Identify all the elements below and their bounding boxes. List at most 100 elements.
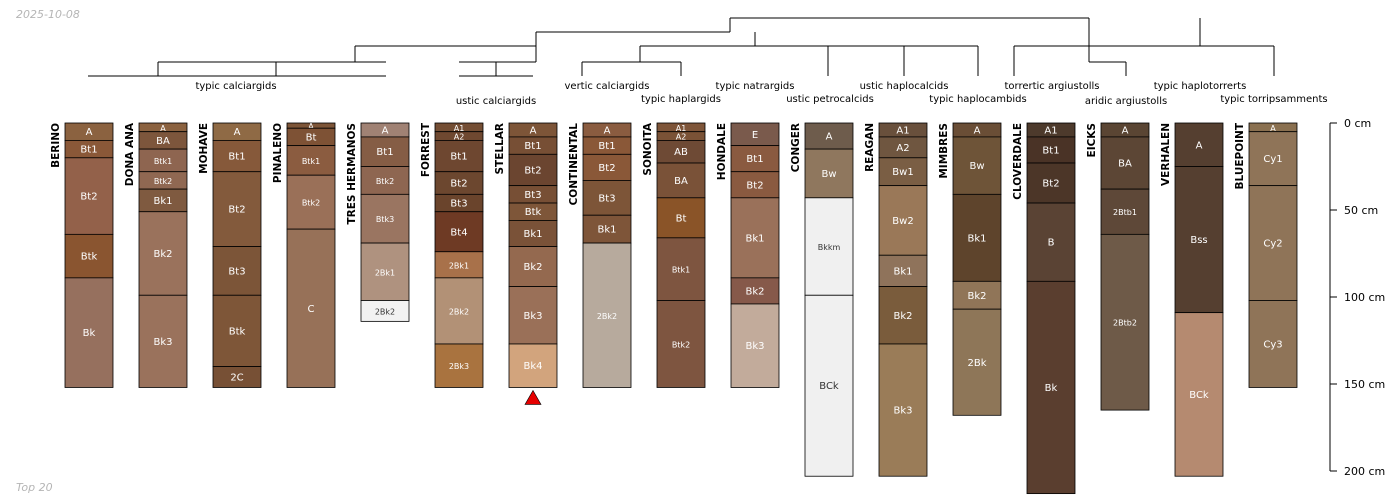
profile-name: BERINO bbox=[50, 123, 62, 168]
horizon-label: BA bbox=[674, 176, 688, 187]
profile-name: FORREST bbox=[420, 122, 432, 177]
horizon-label: Btk bbox=[229, 326, 246, 337]
taxon-label: typic calciargids bbox=[195, 81, 276, 92]
horizon-block bbox=[878, 286, 928, 345]
horizon-block bbox=[804, 122, 854, 150]
horizon-label: Bt3 bbox=[598, 193, 615, 204]
horizon-label: Btk bbox=[525, 207, 542, 218]
horizon-label: BA bbox=[1118, 159, 1132, 170]
horizon-block bbox=[212, 294, 262, 368]
taxon-label: vertic calciargids bbox=[565, 81, 650, 92]
horizon-label: A bbox=[160, 124, 166, 133]
horizon-label: BCk bbox=[819, 381, 839, 392]
horizon-block bbox=[434, 277, 484, 345]
horizon-label: Bk1 bbox=[745, 233, 764, 244]
horizon-block bbox=[730, 171, 780, 199]
horizon-label: Bk bbox=[1045, 383, 1058, 394]
horizon-label: Btk2 bbox=[302, 199, 320, 208]
profile-name: REAGAN bbox=[864, 123, 876, 172]
horizon-label: Cy3 bbox=[1263, 339, 1282, 350]
horizon-block bbox=[878, 343, 928, 477]
horizon-block bbox=[286, 145, 336, 176]
horizon-block bbox=[656, 162, 706, 199]
taxon-label: typic haplargids bbox=[641, 94, 721, 105]
profile-name: MIMBRES bbox=[938, 123, 950, 179]
horizon-block bbox=[286, 228, 336, 388]
horizon-block bbox=[582, 242, 632, 388]
depth-axis-label: 150 cm bbox=[1344, 378, 1385, 391]
horizon-label: Bk bbox=[83, 328, 96, 339]
taxon-label: typic haplocambids bbox=[929, 94, 1026, 105]
horizon-block bbox=[1026, 136, 1076, 164]
horizon-label: Bt bbox=[306, 132, 317, 143]
horizon-label: Bk2 bbox=[967, 291, 986, 302]
horizon-block bbox=[360, 136, 410, 167]
horizon-label: Bt2 bbox=[524, 165, 541, 176]
profile-name: CONGER bbox=[790, 123, 802, 172]
horizon-label: Btk1 bbox=[672, 266, 690, 275]
horizon-label: Bt1 bbox=[524, 141, 541, 152]
horizon-label: 2Bk3 bbox=[449, 362, 469, 371]
profile-name: DONA ANA bbox=[124, 122, 136, 186]
horizon-block bbox=[508, 286, 558, 345]
horizon-block bbox=[804, 148, 854, 199]
horizon-block bbox=[360, 166, 410, 195]
horizon-label: Cy2 bbox=[1263, 239, 1282, 250]
taxon-label: aridic argiustolls bbox=[1085, 96, 1167, 107]
horizon-block bbox=[1100, 233, 1150, 411]
horizon-label: 2C bbox=[230, 373, 243, 384]
horizon-label: Bt2 bbox=[746, 180, 763, 191]
horizon-label: Bkkm bbox=[818, 243, 841, 252]
horizon-block bbox=[212, 246, 262, 296]
horizon-label: Bk1 bbox=[153, 196, 172, 207]
horizon-block bbox=[952, 193, 1002, 282]
horizon-label: Bk2 bbox=[893, 311, 912, 322]
horizon-block bbox=[434, 139, 484, 173]
horizon-label: A bbox=[1196, 140, 1203, 151]
horizon-label: Bk3 bbox=[153, 337, 172, 348]
depth-axis-label: 100 cm bbox=[1344, 291, 1385, 304]
horizon-label: Cy1 bbox=[1263, 154, 1282, 165]
profile-name: SONOITA bbox=[642, 122, 654, 175]
depth-axis-label: 50 cm bbox=[1344, 204, 1378, 217]
horizon-label: A bbox=[234, 127, 241, 138]
horizon-label: Bt2 bbox=[598, 163, 615, 174]
depth-axis-label: 200 cm bbox=[1344, 465, 1385, 478]
footnote: Top 20 bbox=[16, 481, 53, 494]
horizon-label: Btk1 bbox=[154, 157, 172, 166]
horizon-label: E bbox=[752, 130, 758, 141]
taxon-label: ustic calciargids bbox=[456, 96, 536, 107]
date-stamp: 2025-10-08 bbox=[16, 8, 80, 21]
profile-name: BLUEPOINT bbox=[1234, 122, 1246, 189]
horizon-block bbox=[434, 251, 484, 279]
horizon-label: A bbox=[826, 132, 833, 143]
horizon-label: Bw bbox=[821, 169, 836, 180]
horizon-block bbox=[434, 211, 484, 253]
horizon-label: Bk4 bbox=[523, 361, 542, 372]
horizon-block bbox=[1174, 166, 1224, 314]
horizon-label: Btk bbox=[81, 252, 98, 263]
horizon-label: Bw1 bbox=[892, 167, 913, 178]
horizon-label: Bt2 bbox=[1042, 179, 1059, 190]
horizon-block bbox=[360, 242, 410, 301]
horizon-label: 2Btb1 bbox=[1113, 208, 1137, 217]
horizon-label: A2 bbox=[676, 133, 687, 142]
horizon-label: A bbox=[604, 125, 611, 136]
horizon-label: Bk3 bbox=[893, 406, 912, 417]
horizon-block bbox=[952, 280, 1002, 310]
taxon-label: typic haplotorrerts bbox=[1154, 81, 1247, 92]
horizon-label: A bbox=[86, 127, 93, 138]
horizon-block bbox=[878, 157, 928, 187]
taxon-label: typic torripsamments bbox=[1220, 94, 1327, 105]
horizon-label: A1 bbox=[1044, 125, 1057, 136]
horizon-label: C bbox=[308, 304, 315, 315]
horizon-block bbox=[508, 343, 558, 388]
profile-name: HONDALE bbox=[716, 123, 728, 180]
horizon-block bbox=[656, 197, 706, 239]
horizon-label: 2Btb2 bbox=[1113, 319, 1137, 328]
horizon-label: Bk1 bbox=[893, 266, 912, 277]
horizon-label: Btk2 bbox=[376, 177, 394, 186]
horizon-label: Btk1 bbox=[302, 157, 320, 166]
horizon-label: A bbox=[1270, 124, 1276, 133]
